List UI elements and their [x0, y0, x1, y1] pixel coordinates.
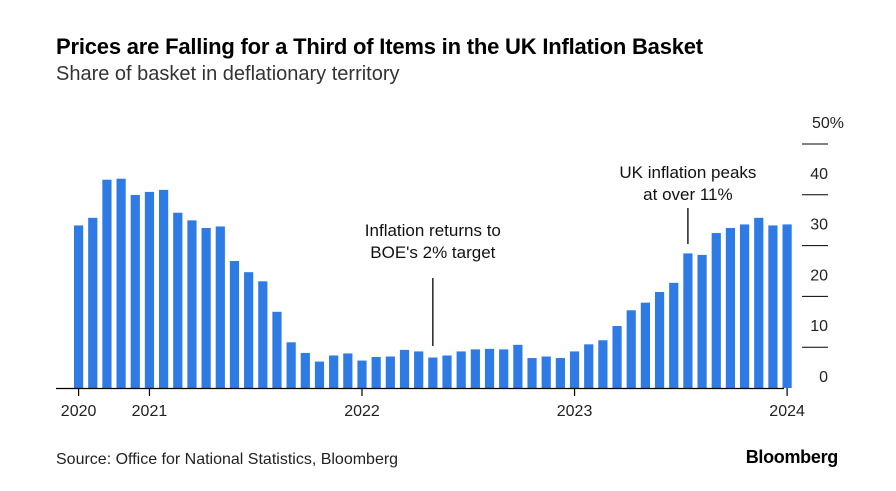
bar — [499, 349, 509, 388]
annotation-text: at over 11% — [643, 185, 732, 204]
y-tick-label: 30 — [810, 217, 828, 234]
y-tick-label: 40 — [810, 166, 828, 183]
x-tick-label: 2021 — [132, 403, 168, 420]
bar — [442, 355, 452, 388]
x-axis: 2020 2021 2022 2023 2024 — [56, 387, 805, 420]
bar — [626, 310, 636, 388]
gridlines — [802, 143, 828, 348]
bar — [598, 340, 608, 388]
source-note: Source: Office for National Statistics, … — [56, 451, 399, 468]
bar — [130, 194, 140, 388]
bar — [428, 357, 438, 388]
bar — [258, 281, 268, 388]
y-tick-label: 0 — [819, 369, 828, 386]
annotations: Inflation returns to BOE's 2% target UK in… — [365, 163, 756, 346]
bar — [314, 361, 325, 388]
bar — [569, 351, 580, 388]
y-tick-label: 50% — [812, 115, 844, 132]
bar — [654, 291, 665, 388]
y-axis-labels: 0 10 20 30 40 50% — [810, 115, 844, 386]
bar — [371, 357, 381, 388]
bar — [244, 272, 254, 388]
bar — [272, 311, 282, 388]
bar — [697, 254, 707, 388]
bar — [215, 226, 225, 388]
bar — [669, 282, 679, 388]
chart-subtitle: Share of basket in deflationary territor… — [56, 63, 400, 85]
bar — [102, 179, 112, 388]
bar — [541, 356, 551, 388]
bar-series — [74, 178, 792, 388]
bar — [173, 212, 183, 388]
bloomberg-logo: Bloomberg — [745, 447, 839, 467]
bar — [513, 344, 523, 388]
bar — [144, 191, 155, 388]
bar — [201, 227, 211, 388]
bar — [229, 261, 240, 388]
annotation-text: UK inflation peaks — [619, 163, 756, 182]
annotation-text: BOE's 2% target — [370, 243, 495, 262]
y-tick-label: 10 — [810, 318, 828, 335]
bar — [612, 326, 622, 388]
bar — [711, 233, 721, 388]
bar — [329, 355, 339, 388]
bar — [385, 356, 395, 388]
bar — [300, 352, 310, 388]
bar — [768, 225, 778, 388]
bar — [683, 253, 693, 388]
bar — [456, 351, 466, 388]
x-tick-label: 2020 — [61, 403, 97, 420]
bar — [782, 224, 792, 388]
bar — [159, 189, 169, 388]
bar — [640, 302, 650, 388]
bar — [116, 178, 126, 388]
bar — [527, 358, 537, 388]
bar — [343, 353, 353, 388]
bar — [88, 217, 98, 388]
bar — [739, 224, 750, 388]
x-tick-label: 2023 — [557, 403, 593, 420]
annotation-text: Inflation returns to — [365, 221, 501, 240]
bar — [470, 349, 480, 388]
bar — [584, 344, 594, 388]
bar — [754, 217, 764, 388]
bar — [555, 358, 565, 388]
bar — [399, 349, 410, 388]
bar — [484, 348, 495, 388]
bar — [286, 342, 296, 388]
x-tick-label: 2024 — [769, 403, 805, 420]
bar — [187, 220, 197, 388]
chart-title: Prices are Falling for a Third of Items … — [56, 34, 703, 59]
bar-chart: 2020 2021 2022 2023 2024 0 10 20 30 40 50% Inflat… — [56, 115, 844, 420]
bar — [725, 227, 736, 388]
y-tick-label: 20 — [810, 267, 828, 284]
x-tick-label: 2022 — [344, 403, 380, 420]
bar — [74, 225, 84, 388]
bar — [414, 351, 424, 388]
bar — [357, 360, 367, 388]
